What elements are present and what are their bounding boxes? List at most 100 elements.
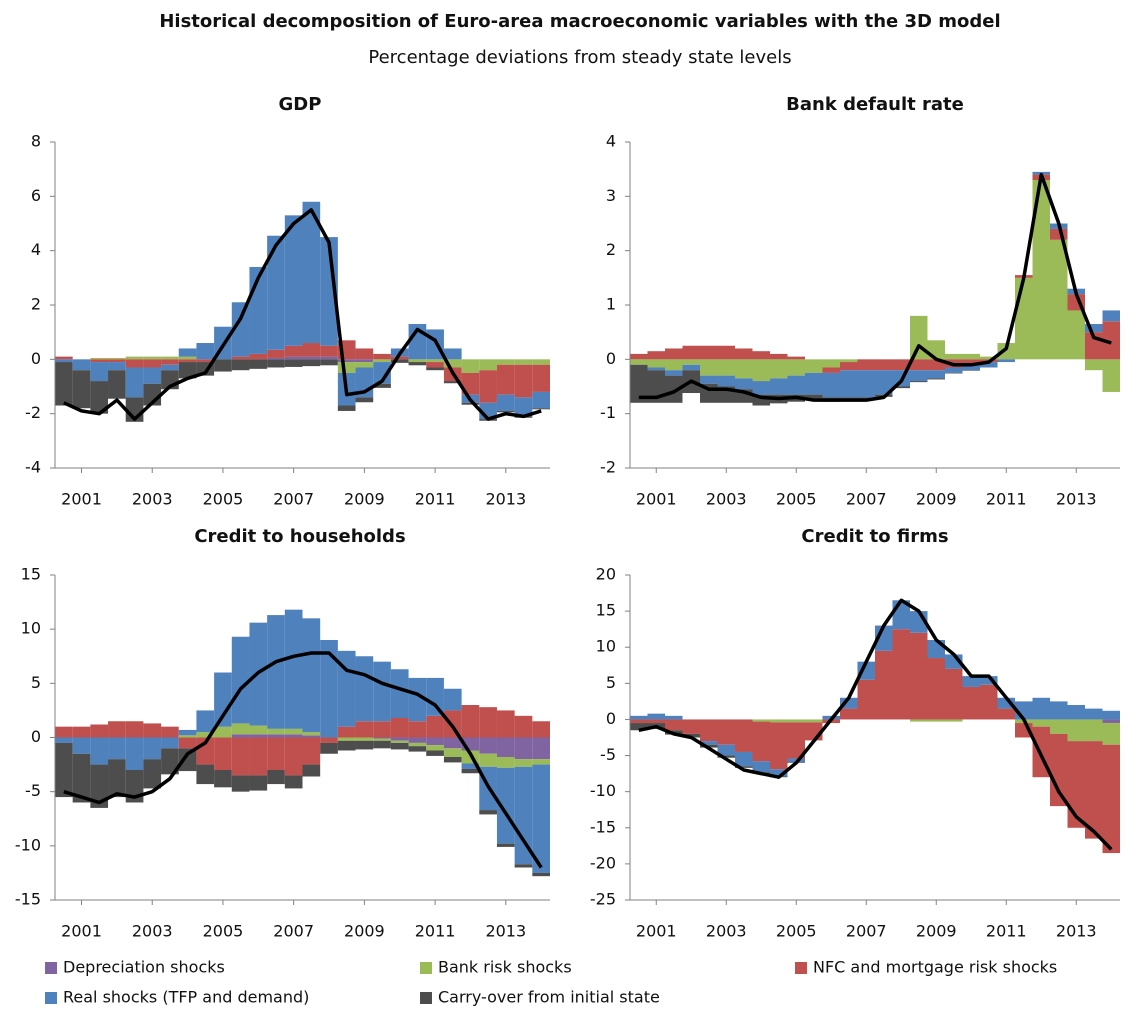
bar-segment xyxy=(408,742,427,747)
bar-segment xyxy=(805,359,823,373)
bar-segment xyxy=(752,359,770,382)
bar-segment xyxy=(267,734,285,738)
legend-label: Bank risk shocks xyxy=(438,958,572,977)
bar-segment xyxy=(373,353,391,360)
bar-segment xyxy=(514,737,533,760)
bar-segment xyxy=(443,748,462,757)
bar-segment xyxy=(496,364,515,395)
legend-swatch xyxy=(795,962,807,974)
bar-segment xyxy=(231,734,250,738)
x-tick-label: 2005 xyxy=(203,490,244,509)
x-tick-label: 2003 xyxy=(706,922,747,941)
bar-segment xyxy=(320,359,338,366)
bar-segment xyxy=(90,724,109,738)
bar-segment xyxy=(214,737,232,770)
x-tick-label: 2005 xyxy=(776,490,817,509)
bar-segment xyxy=(822,372,840,398)
bar-segment xyxy=(532,764,550,873)
bar-segment xyxy=(514,715,533,738)
bar-segment xyxy=(892,359,910,371)
bar-segment xyxy=(630,353,648,360)
bar-segment xyxy=(665,719,683,731)
bar-segment xyxy=(461,359,480,373)
bar-segment xyxy=(267,615,285,729)
bar-segment xyxy=(108,737,126,760)
bar-segment xyxy=(1102,710,1120,720)
bar-segment xyxy=(805,372,823,395)
bar-segment xyxy=(630,719,648,724)
total-line xyxy=(63,208,542,421)
x-tick-label: 2001 xyxy=(61,490,102,509)
bar-segment xyxy=(320,737,338,743)
bar-segment xyxy=(532,408,550,410)
x-tick-label: 2009 xyxy=(344,922,385,941)
bar-segment xyxy=(927,658,945,720)
bar-segment xyxy=(461,402,480,405)
bar-segment xyxy=(682,364,700,371)
bar-segment xyxy=(72,753,91,803)
bar-segment xyxy=(787,719,805,723)
bar-segment xyxy=(249,734,268,738)
bar-segment xyxy=(443,381,462,384)
bar-segment xyxy=(735,766,753,768)
bar-segment xyxy=(461,372,480,395)
bar-segment xyxy=(682,733,700,738)
y-tick-label: 0 xyxy=(606,709,616,728)
bar-segment xyxy=(805,394,823,401)
bar-segment xyxy=(249,737,268,776)
bar-segment xyxy=(231,636,250,724)
bar-segment xyxy=(249,359,268,369)
x-tick-label: 2003 xyxy=(706,490,747,509)
bar-segment xyxy=(90,764,109,808)
bar-segment xyxy=(302,359,321,367)
bar-segment xyxy=(1085,359,1103,371)
y-tick-label: 0 xyxy=(606,349,616,368)
bar-segment xyxy=(143,723,162,738)
x-tick-label: 2005 xyxy=(203,922,244,941)
y-tick-label: 20 xyxy=(596,565,616,584)
bar-segment xyxy=(161,356,179,360)
bar-segment xyxy=(514,397,533,417)
bar-segment xyxy=(1032,697,1050,720)
bar-segment xyxy=(1067,741,1085,828)
bar-segment xyxy=(90,359,109,363)
bar-segment xyxy=(752,381,770,395)
bar-segment xyxy=(267,728,285,735)
x-tick-label: 2001 xyxy=(636,490,677,509)
y-tick-label: -15 xyxy=(15,890,41,909)
x-tick-label: 2013 xyxy=(1056,490,1097,509)
bar-segment xyxy=(108,721,126,738)
bar-segment xyxy=(927,378,945,380)
bar-segment xyxy=(443,359,462,368)
bar-segment xyxy=(408,677,427,722)
bar-segment xyxy=(108,359,126,363)
bar-segment xyxy=(267,235,285,350)
total-line xyxy=(638,172,1112,402)
bar-segment xyxy=(1085,719,1103,742)
bar-segment xyxy=(426,750,444,756)
bar-segment xyxy=(214,359,232,372)
legend-swatch xyxy=(420,962,432,974)
bar-segment xyxy=(787,375,805,395)
bar-segment xyxy=(496,710,515,738)
bar-segment xyxy=(125,359,144,368)
bar-segment xyxy=(752,351,770,360)
bar-segment xyxy=(320,640,338,738)
bar-segment xyxy=(267,737,285,770)
bar-segment xyxy=(231,302,250,357)
bar-segment xyxy=(665,715,683,720)
bar-segment xyxy=(752,721,770,762)
y-tick-label: 10 xyxy=(596,637,616,656)
bar-segment xyxy=(647,719,665,724)
bar-segment xyxy=(178,737,197,749)
panel-title: Bank default rate xyxy=(786,94,964,115)
bar-segment xyxy=(231,775,250,792)
bar-segment xyxy=(980,362,998,368)
x-tick-label: 2011 xyxy=(986,490,1027,509)
bar-segment xyxy=(373,721,391,738)
y-tick-label: 2 xyxy=(31,295,41,314)
bar-segment xyxy=(787,359,805,376)
bar-segment xyxy=(284,609,303,729)
bar-segment xyxy=(532,759,550,765)
x-tick-label: 2007 xyxy=(846,490,887,509)
